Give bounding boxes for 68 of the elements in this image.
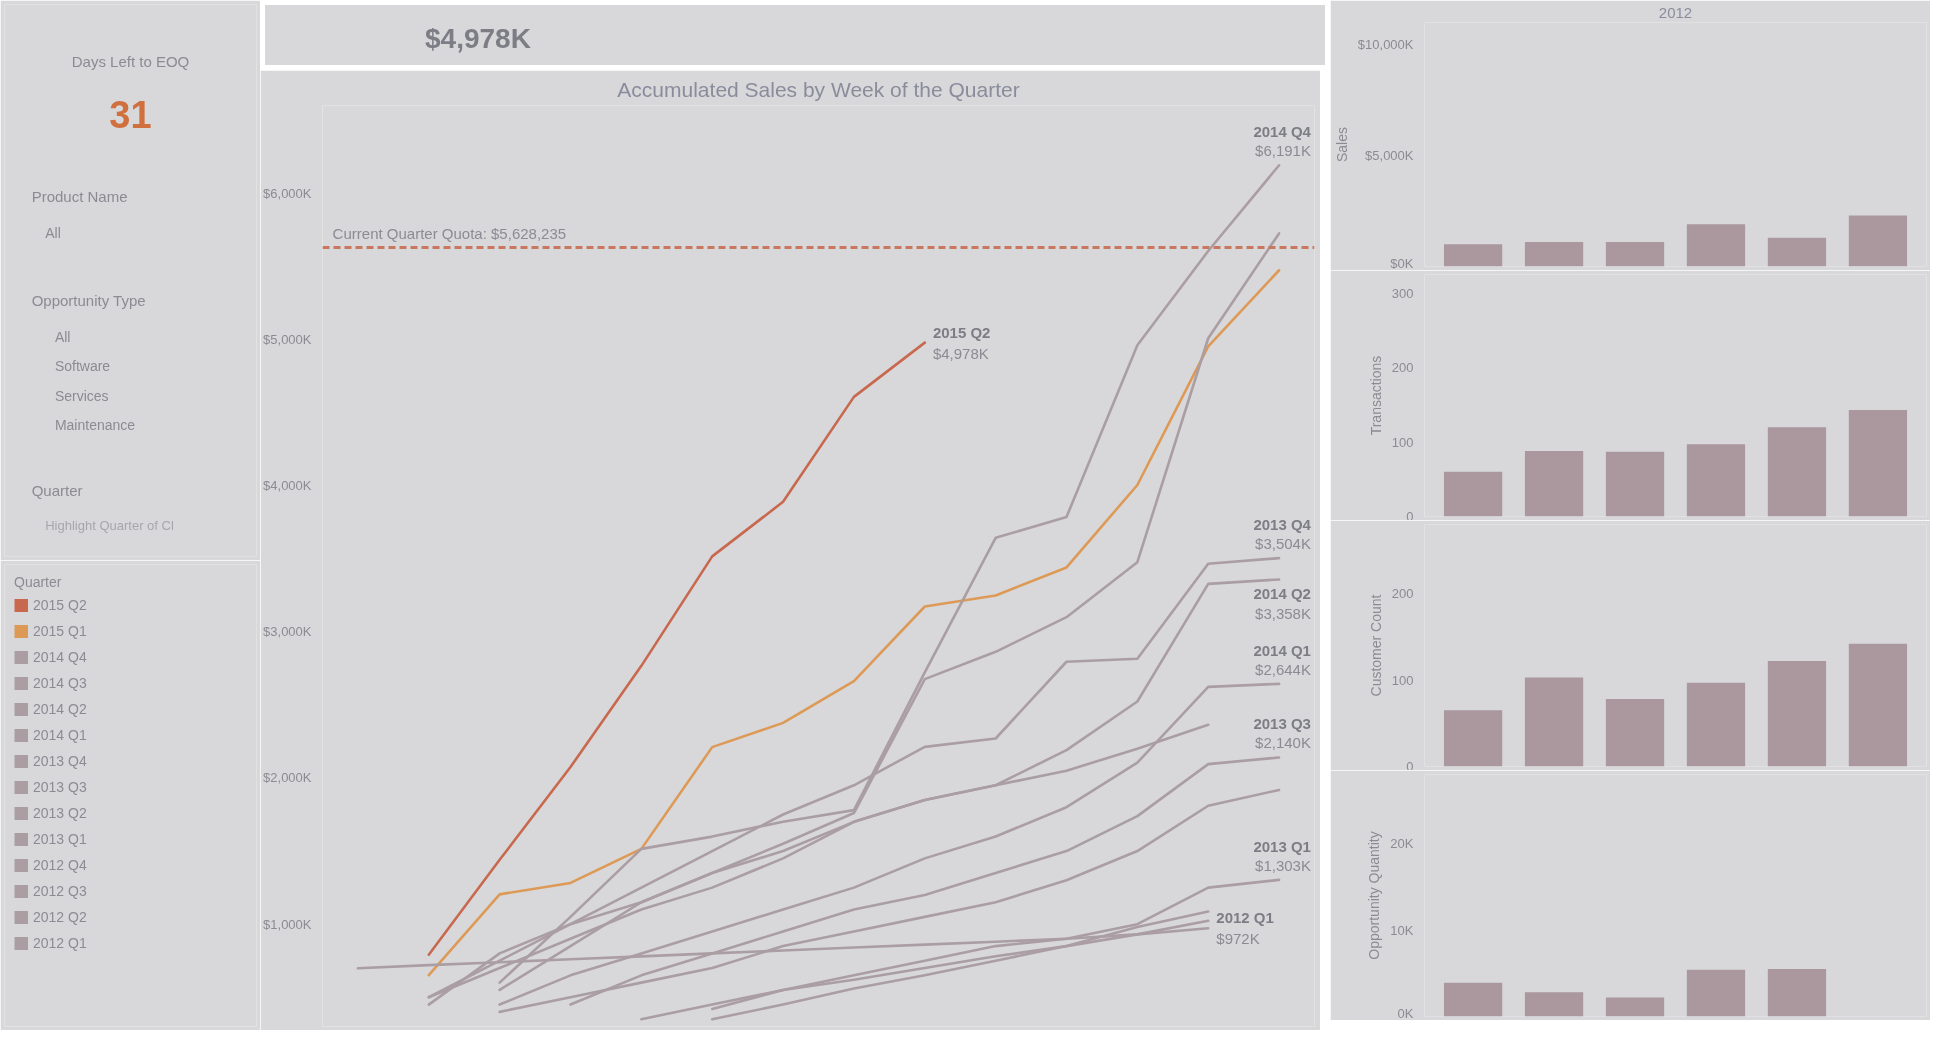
legend-label: 2013 Q4 xyxy=(33,752,87,771)
text: All xyxy=(45,225,61,242)
y-tick-label: 200 xyxy=(1391,586,1414,602)
y-tick-label: 20K xyxy=(1390,836,1414,852)
text: 2014 Q4 xyxy=(1253,123,1311,141)
y-axis-title: Transactions xyxy=(1367,355,1384,436)
text: Opportunity Type xyxy=(31,291,146,309)
y-tick-label: $5,000K xyxy=(263,331,312,347)
text: Maintenance xyxy=(54,417,136,434)
ref-line-label: Current Quarter Quota: $5,628,235 xyxy=(332,224,567,242)
text: 2015 Q2 xyxy=(932,323,991,341)
text: 2013 Q3 xyxy=(1253,715,1311,733)
y-axis-title: Customer Count xyxy=(1367,594,1384,697)
legend-label: 2012 Q1 xyxy=(33,934,87,953)
text: Product Name xyxy=(31,188,128,206)
text: Quarter xyxy=(31,481,83,499)
data-label: $3,358K xyxy=(1255,604,1311,622)
legend-label: 2014 Q3 xyxy=(33,674,87,693)
legend-label: 2013 Q1 xyxy=(33,830,87,849)
text: 2013 Q1 xyxy=(1253,837,1311,855)
y-tick-label: $10,000K xyxy=(1357,37,1414,53)
text: Services xyxy=(54,387,109,404)
chart-title: 2012 xyxy=(1658,3,1693,21)
text: 2012 Q1 xyxy=(1216,909,1274,927)
data-label: $1,303K xyxy=(1255,856,1311,874)
text: $4,978K xyxy=(425,23,531,54)
legend-label: 2015 Q2 xyxy=(33,596,87,615)
text: 2014 Q1 xyxy=(1253,641,1311,659)
legend-label: 2015 Q1 xyxy=(33,622,87,641)
data-label: $4,978K xyxy=(932,344,989,362)
y-tick-label: $6,000K xyxy=(263,185,312,201)
data-label: $6,191K xyxy=(1255,142,1311,160)
legend-label: 2012 Q2 xyxy=(33,908,87,927)
text: Software xyxy=(54,358,111,375)
y-tick-label: $5,000K xyxy=(1365,148,1414,164)
y-tick-label: $3,000K xyxy=(263,624,312,640)
legend-label: 2012 Q4 xyxy=(33,856,87,875)
y-axis-title: Opportunity Quantity xyxy=(1366,831,1383,960)
y-tick-label: $1,000K xyxy=(263,916,312,932)
text: 2014 Q2 xyxy=(1253,585,1311,603)
legend-label: 2014 Q2 xyxy=(33,700,87,719)
y-tick-label: 100 xyxy=(1391,434,1414,450)
y-axis-title: Sales xyxy=(1333,126,1350,163)
data-label: $3,504K xyxy=(1255,535,1311,553)
legend-label: 2013 Q3 xyxy=(33,778,87,797)
y-tick-label: 0 xyxy=(1406,758,1414,774)
data-label: $2,644K xyxy=(1255,660,1311,678)
text: 31 xyxy=(109,94,152,137)
y-tick-label: $0K xyxy=(1390,255,1414,271)
data-label: $972K xyxy=(1216,930,1260,948)
y-tick-label: $4,000K xyxy=(263,478,312,494)
chart-title: Accumulated Sales by Week of the Quarter xyxy=(617,77,1020,101)
data-label: $2,140K xyxy=(1255,734,1311,752)
text: All xyxy=(54,328,71,345)
legend-label: 2014 Q1 xyxy=(33,726,87,745)
text: Days Left to EOQ xyxy=(71,53,190,71)
legend-label: 2012 Q3 xyxy=(33,882,87,901)
legend-label: 2013 Q2 xyxy=(33,804,87,823)
legend-title: Quarter xyxy=(14,574,63,590)
y-tick-label: 200 xyxy=(1391,360,1414,376)
text: 2013 Q4 xyxy=(1253,515,1311,533)
legend-label: 2014 Q4 xyxy=(33,648,87,667)
y-tick-label: 0K xyxy=(1397,1005,1414,1021)
y-tick-label: 0 xyxy=(1406,508,1414,524)
y-tick-label: 10K xyxy=(1390,922,1414,938)
y-tick-label: $2,000K xyxy=(263,770,312,786)
y-tick-label: 300 xyxy=(1391,285,1414,301)
y-tick-label: 100 xyxy=(1391,672,1414,688)
